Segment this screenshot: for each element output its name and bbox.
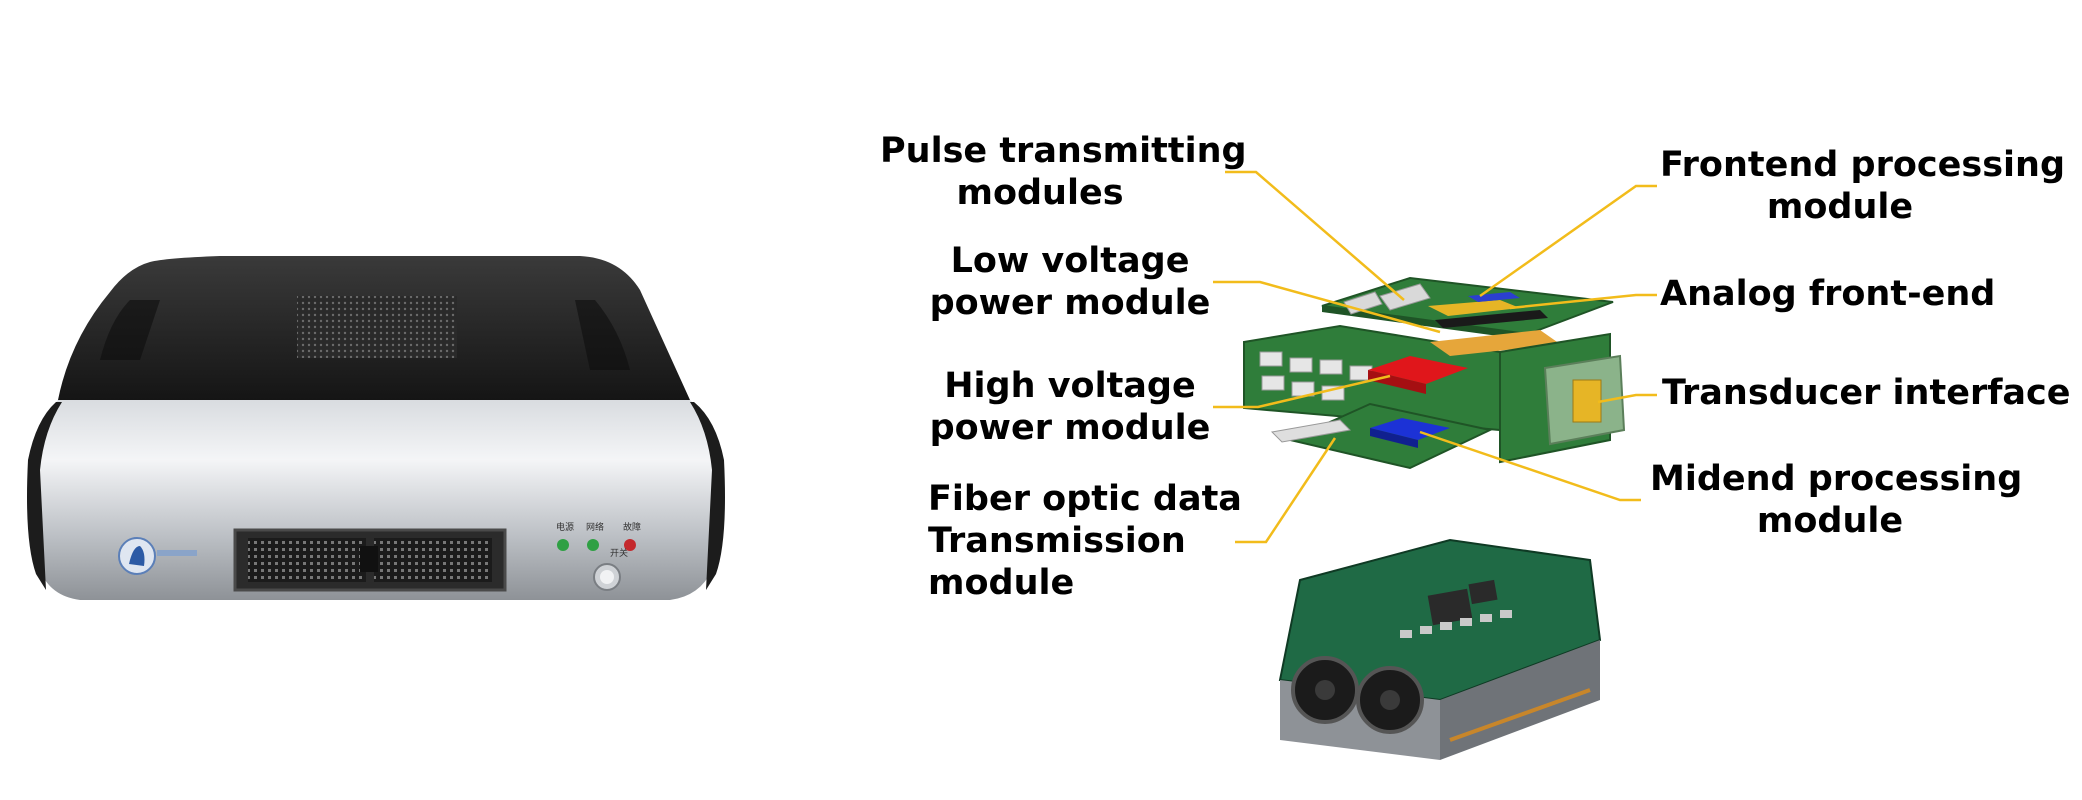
leader-low-voltage (1213, 280, 1441, 334)
power-led-label: 电源 (556, 521, 574, 533)
connector-strip (1430, 330, 1560, 356)
label-midend-processing: Midend processing module (1650, 459, 2023, 541)
leader-fiber (1235, 437, 1337, 544)
high-voltage-part (1368, 356, 1468, 384)
leader-midend (1419, 430, 1641, 502)
fiber-connectors (1270, 419, 1352, 443)
label-analog-frontend: Analog front-end (1660, 274, 1996, 314)
label-transducer-interface: Transducer interface (1662, 373, 2071, 413)
fault-led (624, 539, 636, 551)
status-indicators: 电源 网络 故障 开关 (556, 521, 641, 559)
leader-pulse (1225, 170, 1405, 301)
power-button (593, 563, 621, 591)
label-pulse-transmitting: Pulse transmitting modules (880, 131, 1247, 213)
analog-frontend-part (1428, 300, 1520, 316)
leader-frontend (1479, 184, 1657, 298)
label-low-voltage: Low voltage power module (929, 241, 1211, 323)
network-led-label: 网络 (586, 521, 604, 533)
label-fiber-optic: Fiber optic data Transmission module (928, 479, 1242, 603)
pulse-connectors (1379, 283, 1431, 311)
leader-lines (1213, 170, 1657, 544)
leader-high-voltage (1213, 374, 1391, 409)
label-frontend-processing: Frontend processing module (1660, 145, 2065, 227)
speaker-grille (297, 296, 457, 358)
fault-led-label: 故障 (623, 521, 641, 533)
network-led (587, 539, 599, 551)
label-high-voltage: High voltage power module (929, 366, 1211, 448)
leader-transducer (1597, 393, 1657, 404)
leader-analog (1509, 293, 1657, 310)
logo-badge (118, 537, 197, 575)
device-enclosure: 电源 网络 故障 开关 (27, 256, 725, 600)
enclosure-front (31, 400, 723, 600)
power-led (557, 539, 569, 551)
assembled-module (1278, 538, 1602, 760)
exploded-assembly (1243, 276, 1626, 470)
power-button-label: 开关 (610, 547, 628, 559)
front-vent-panel (233, 528, 507, 592)
